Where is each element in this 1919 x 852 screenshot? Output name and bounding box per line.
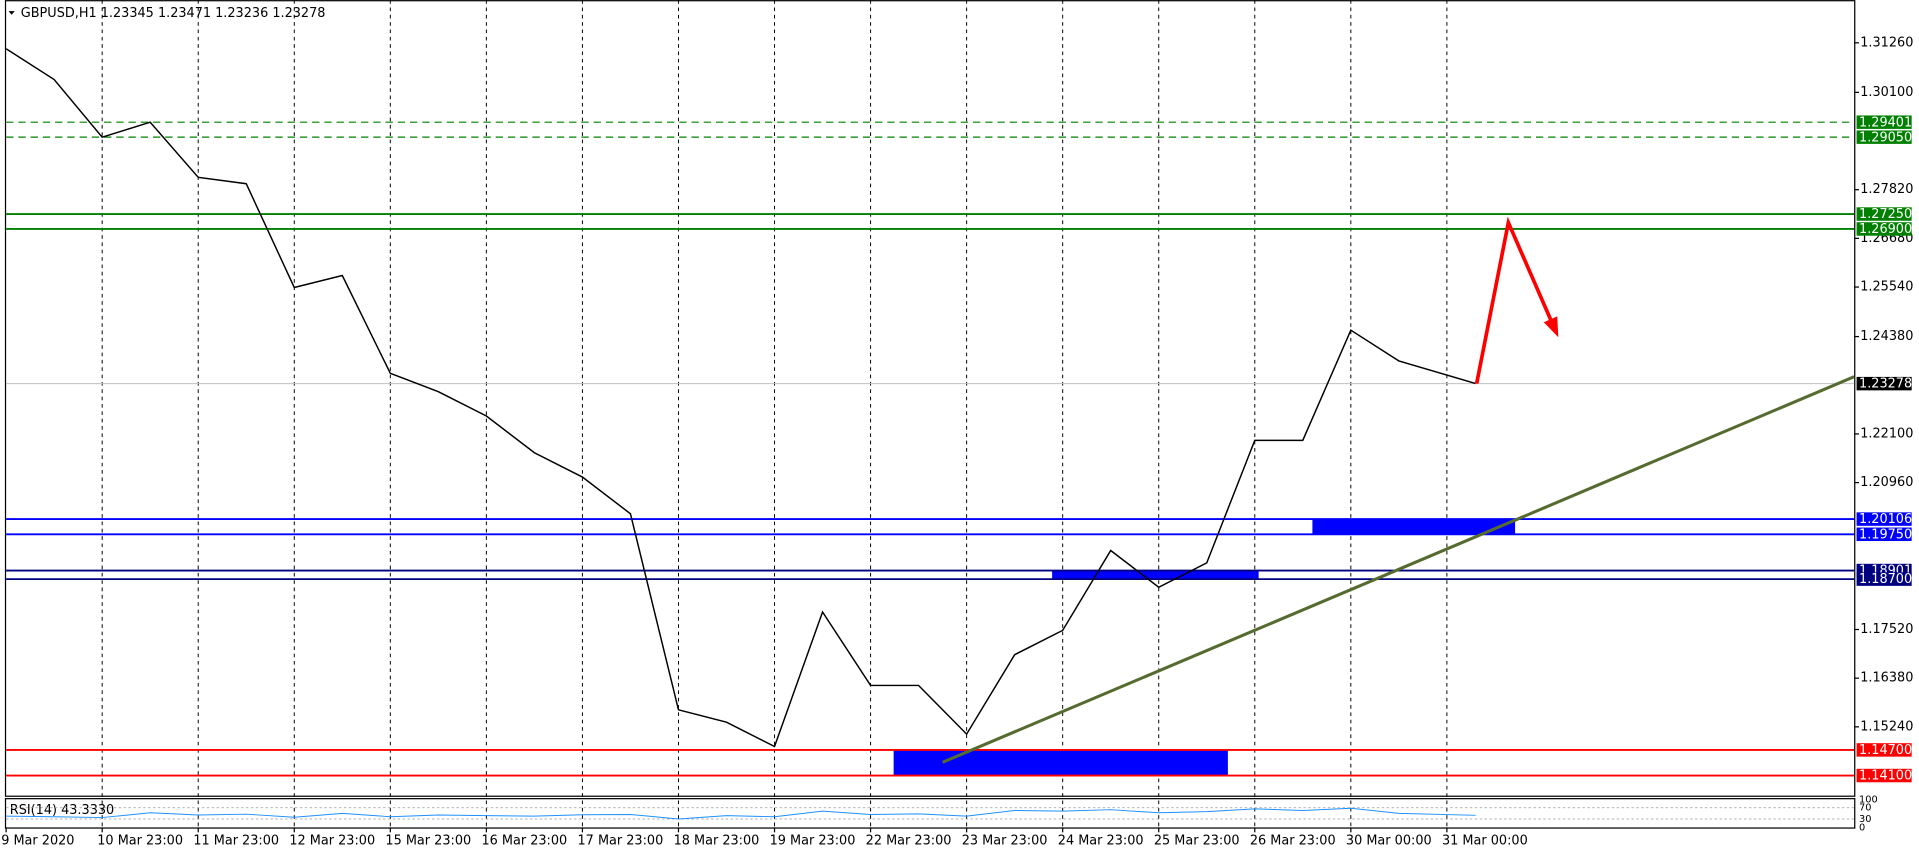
rsi-label: RSI(14) 43.3330: [10, 803, 114, 818]
zone: [1052, 570, 1259, 580]
trendline: [942, 375, 1855, 764]
x-tick-label: 18 Mar 23:00: [674, 833, 760, 848]
y-tick-label: 1.25540: [1860, 280, 1913, 295]
level-label: 1.19750: [1859, 527, 1912, 542]
y-tick-label: 1.30100: [1860, 85, 1913, 100]
level-label-box: [1856, 743, 1912, 757]
y-tick-label: 1.31260: [1860, 35, 1913, 50]
level-label: 1.29050: [1859, 130, 1912, 145]
x-tick-label: 15 Mar 23:00: [385, 833, 471, 848]
x-tick-label: 16 Mar 23:00: [481, 833, 567, 848]
zone: [1312, 519, 1516, 535]
forecast-arrow: [1474, 216, 1559, 384]
level-label-box: [1856, 768, 1912, 783]
y-tick-label: 1.22100: [1860, 426, 1913, 441]
y-tick-label: 1.17520: [1860, 622, 1913, 637]
level-label: 1.14700: [1859, 743, 1912, 758]
rsi-tick-label: 0: [1859, 822, 1865, 833]
level-label: 1.26900: [1859, 222, 1912, 237]
level-label: 1.14100: [1859, 769, 1912, 784]
last-price-label: 1.23278: [1859, 377, 1912, 392]
zone: [893, 749, 1228, 776]
level-label-box: [1856, 207, 1912, 221]
x-tick-label: 22 Mar 23:00: [866, 833, 952, 848]
x-tick-label: 30 Mar 00:00: [1346, 833, 1432, 848]
x-tick-label: 23 Mar 23:00: [962, 833, 1048, 848]
rsi-line: [6, 807, 1476, 820]
rsi-frame: [4, 798, 1856, 829]
y-tick-label: 1.27820: [1860, 182, 1913, 197]
level-label-box: [1856, 222, 1912, 236]
x-tick-label: 31 Mar 00:00: [1442, 833, 1528, 848]
x-tick-label: 12 Mar 23:00: [289, 833, 375, 848]
level-label-box: [1856, 512, 1912, 526]
last-price-box: [1856, 376, 1912, 391]
y-tick-label: 1.24380: [1860, 329, 1913, 344]
rsi-tick-label: 100: [1859, 794, 1878, 805]
rsi-tick-label: 30: [1859, 814, 1871, 825]
level-label: 1.20106: [1859, 512, 1912, 527]
level-label: 1.27250: [1859, 207, 1912, 222]
x-tick-label: 26 Mar 23:00: [1250, 833, 1336, 848]
x-tick-label: 24 Mar 23:00: [1058, 833, 1144, 848]
rsi-tick-label: 70: [1859, 803, 1871, 814]
y-tick-label: 1.15240: [1860, 719, 1913, 734]
chart-title: GBPUSD,H1 1.23345 1.23471 1.23236 1.2327…: [21, 6, 326, 21]
level-label-box: [1856, 572, 1912, 586]
level-label-box: [1856, 115, 1912, 129]
plot-frame: [4, 0, 1856, 797]
menu-arrow: [8, 11, 15, 15]
level-label: 1.29401: [1859, 115, 1912, 130]
x-tick-label: 9 Mar 2020: [1, 833, 74, 848]
y-tick-label: 1.20960: [1860, 475, 1913, 490]
arrow-head: [1543, 316, 1559, 338]
x-tick-label: 19 Mar 23:00: [770, 833, 856, 848]
x-tick-label: 10 Mar 23:00: [97, 833, 183, 848]
level-label-box: [1856, 527, 1912, 542]
level-label-box: [1856, 130, 1912, 144]
level-label: 1.18700: [1859, 572, 1912, 587]
y-tick-label: 1.16380: [1860, 671, 1913, 686]
x-tick-label: 25 Mar 23:00: [1154, 833, 1240, 848]
price-line: [5, 48, 1476, 748]
x-tick-label: 11 Mar 23:00: [193, 833, 279, 848]
x-tick-label: 17 Mar 23:00: [578, 833, 664, 848]
